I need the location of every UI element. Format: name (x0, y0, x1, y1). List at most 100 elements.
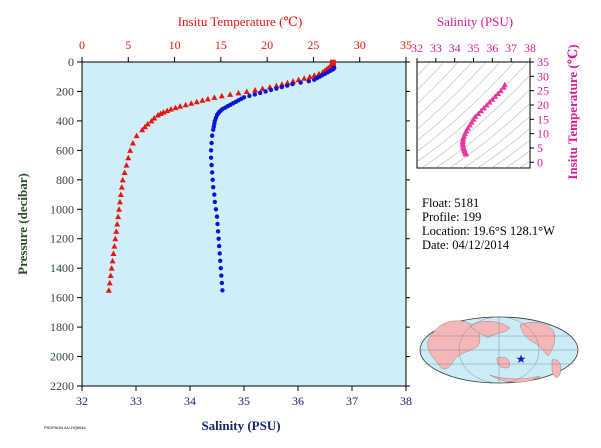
salinity-point (274, 86, 279, 91)
salinity-point (279, 84, 284, 90)
temperature-point (193, 98, 200, 105)
temperature-point (154, 112, 161, 118)
top-tick-label: 5 (125, 38, 131, 52)
ts-point (483, 101, 490, 108)
salinity-point (218, 258, 223, 264)
profile-text: Profile: 199 (422, 210, 481, 224)
left-tick-label: 1200 (50, 232, 74, 246)
ts-right-tick-label: 10 (537, 127, 549, 141)
ts-point (468, 119, 475, 125)
bottom-tick-label: 37 (346, 394, 358, 408)
ts-top-tick-label: 32 (411, 41, 423, 55)
date-text: Date: 04/12/2014 (422, 238, 510, 252)
temperature-point (278, 81, 285, 87)
salinity-point (209, 170, 215, 175)
temperature-point (235, 89, 242, 96)
temperature-point (227, 91, 234, 97)
density-contour (417, 62, 431, 77)
salinity-point (208, 155, 214, 160)
bottom-tick-label: 38 (400, 394, 412, 408)
surface-marker (329, 59, 336, 66)
salinity-point (212, 192, 217, 197)
salinity-point (211, 127, 216, 132)
temperature-point (218, 92, 225, 99)
ts-top-tick-label: 35 (468, 41, 480, 55)
temperature-point (121, 169, 128, 175)
temperature-point (167, 106, 174, 112)
temperature-point (252, 86, 259, 93)
temperature-point (188, 100, 195, 106)
salinity-point (306, 78, 311, 84)
temperature-point (211, 94, 218, 100)
salinity-point (211, 184, 216, 190)
temperature-point (109, 257, 116, 264)
left-tick-label: 800 (56, 173, 74, 187)
salinity-point (215, 229, 221, 234)
temperature-point (114, 221, 121, 227)
ts-point (501, 81, 508, 88)
bottom-axis-title: Salinity (PSU) (201, 418, 280, 433)
left-tick-label: 1600 (50, 291, 74, 305)
ts-point (492, 93, 499, 99)
temperature-point (172, 104, 179, 111)
salinity-point (285, 83, 290, 88)
salinity-point (210, 177, 215, 183)
salinity-point (298, 80, 303, 85)
ts-point (475, 110, 482, 117)
temperature-point (164, 107, 171, 114)
density-contour (476, 128, 530, 168)
temperature-point (123, 162, 130, 168)
temperature-point (127, 147, 134, 153)
ts-top-tick-label: 38 (524, 41, 536, 55)
temperature-point (129, 140, 136, 146)
top-tick-label: 15 (215, 38, 227, 52)
ts-right-tick-label: 0 (537, 155, 543, 169)
density-contour (417, 62, 529, 162)
footer-text: PSDPAGN AU.HQ6044 (44, 425, 86, 430)
salinity-point (312, 77, 317, 82)
temperature-point (110, 250, 117, 256)
ts-point (486, 99, 493, 105)
location-text: Location: 19.6°S 128.1°W (422, 224, 555, 238)
salinity-point (219, 273, 224, 278)
salinity-point (208, 148, 214, 153)
temperature-point (133, 132, 140, 139)
ts-right-tick-label: 15 (537, 112, 549, 126)
top-axis-title: Insitu Temperature (℃) (178, 14, 303, 29)
salinity-point (213, 207, 219, 212)
ts-right-tick-label: 35 (537, 55, 549, 69)
float-location-star (516, 354, 526, 363)
density-contour (448, 102, 530, 168)
temperature-point (144, 120, 151, 127)
density-contour (417, 62, 473, 118)
world-map (419, 316, 579, 384)
salinity-point (290, 81, 295, 87)
density-contour (462, 115, 530, 168)
temperature-point (259, 85, 266, 92)
temperature-point (301, 75, 308, 81)
bottom-tick-label: 36 (292, 394, 304, 408)
temperature-point (204, 95, 211, 102)
main-plot-area (81, 61, 407, 387)
temperature-point (111, 243, 118, 249)
temperature-point (182, 101, 189, 108)
ts-top-tick-label: 37 (505, 41, 517, 55)
salinity-point (218, 265, 223, 271)
salinity-point (209, 140, 214, 146)
temperature-point (243, 88, 250, 94)
bottom-tick-label: 34 (184, 394, 196, 408)
ts-point (463, 127, 470, 134)
density-contour (417, 62, 487, 130)
density-contour (417, 62, 459, 105)
top-tick-label: 0 (79, 38, 85, 52)
ts-right-tick-label: 30 (537, 69, 549, 83)
temperature-point (116, 198, 123, 205)
temperature-point (139, 126, 146, 133)
temperature-point (118, 184, 125, 190)
ts-top-tick-label: 33 (430, 41, 442, 55)
ts-point (489, 96, 496, 102)
left-tick-label: 1800 (50, 320, 74, 334)
top-tick-label: 10 (169, 38, 181, 52)
left-tick-label: 200 (56, 84, 74, 98)
